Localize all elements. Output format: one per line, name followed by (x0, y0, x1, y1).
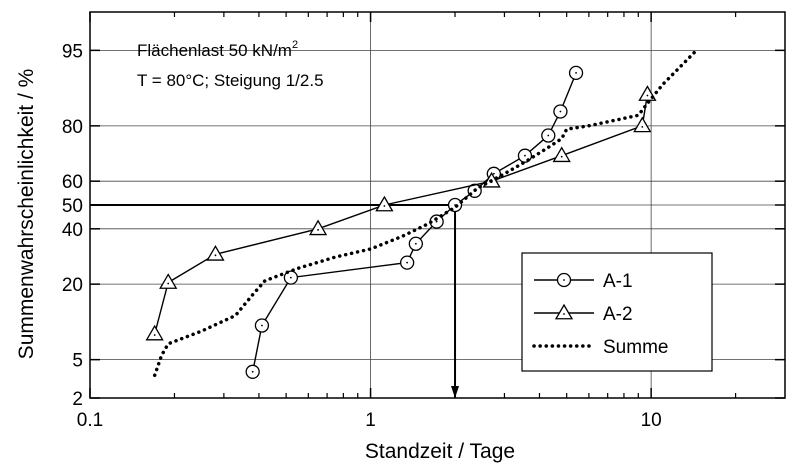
y-tick-label: 20 (62, 275, 83, 296)
series-Summe (152, 48, 699, 378)
data-point-dot (641, 125, 644, 128)
y-tick-label: 95 (62, 41, 83, 62)
annotation-line-1: Flächenlast 50 kN/m2 (137, 39, 298, 60)
data-point-dot (560, 155, 563, 158)
data-point-dot (214, 254, 217, 257)
series-A-2 (145, 85, 657, 341)
data-point-dot (406, 261, 409, 264)
legend-box (521, 252, 713, 372)
legend-marker-A-2 (554, 303, 574, 320)
data-point-dot (492, 172, 495, 175)
data-point (633, 116, 652, 133)
y-tick-label: 50 (62, 196, 83, 217)
x-tick-label: 10 (641, 410, 662, 431)
data-point-dot (153, 334, 156, 336)
legend-label-summe: Summe (603, 337, 668, 358)
data-point (308, 219, 328, 236)
legend-marker-A-1-dot (563, 279, 565, 281)
x-tick-label: 0.1 (77, 410, 103, 431)
axis-ticks: 0.1 1 10 2 5 20 40 50 60 80 95 (62, 12, 785, 431)
data-point (159, 273, 178, 289)
data-point (375, 195, 394, 212)
series-line-summe (152, 48, 699, 378)
data-point-dot (317, 228, 319, 231)
data-point-dot (524, 154, 526, 157)
data-point-dot (289, 276, 292, 279)
data-point-dot (261, 324, 263, 327)
data-point-dot (167, 282, 170, 285)
legend-label-a1: A-1 (603, 271, 633, 292)
series-layer (145, 48, 699, 379)
median-reference-lines (90, 204, 460, 398)
data-point-dot (547, 134, 550, 137)
y-tick-label: 2 (72, 389, 83, 410)
median-arrowhead (451, 386, 460, 398)
data-point (552, 146, 571, 163)
y-axis-label: Summenwahrscheinlichkeit / % (15, 69, 38, 360)
x-tick-label: 1 (365, 410, 376, 431)
legend-label-a2: A-2 (603, 304, 633, 325)
y-tick-label: 40 (62, 220, 83, 241)
data-point-dot (646, 94, 649, 97)
data-point-dot (575, 71, 577, 74)
data-point-dot (383, 205, 386, 207)
data-point-dot (559, 110, 562, 113)
annotation-line-2: T = 80°C; Steigung 1/2.5 (137, 71, 324, 90)
legend-symbols (532, 272, 596, 348)
data-point-dot (414, 242, 417, 245)
y-tick-label: 5 (72, 351, 83, 372)
y-tick-label: 80 (62, 117, 83, 138)
data-point (145, 324, 164, 341)
legend-marker-A-2-dot (563, 313, 565, 315)
data-point (206, 245, 225, 261)
data-point-dot (251, 370, 254, 373)
data-point-dot (435, 220, 438, 223)
y-tick-label: 60 (62, 172, 83, 193)
legend: A-1 A-2 Summe (521, 252, 713, 372)
x-axis-label: Standzeit / Tage (365, 440, 515, 463)
